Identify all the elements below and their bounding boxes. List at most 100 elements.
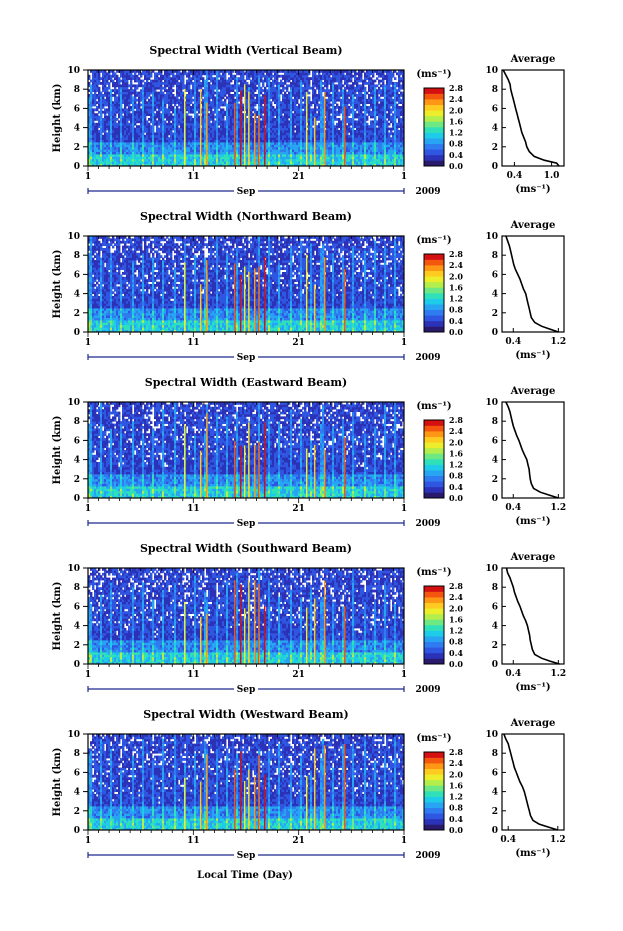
colorbar-swatch [424,791,444,797]
colorbar-swatch [424,757,444,764]
average-y-tick-label: 10 [485,564,498,574]
heatmap [88,402,404,498]
spike [200,89,202,166]
spike [248,422,250,498]
panel-title: Spectral Width (Eastward Beam) [145,376,347,389]
month-label: Sep [237,685,256,695]
y-axis-label: Height (km) [52,84,63,153]
spike [344,268,346,332]
colorbar-swatch [424,425,444,432]
average-y-tick-label: 2 [492,807,498,817]
y-tick-label: 4 [74,124,80,134]
average-y-tick-label: 6 [492,270,498,280]
colorbar-swatch [424,625,444,631]
colorbar-swatch [424,149,444,156]
colorbar-tick-label: 0.8 [449,803,463,813]
average-y-tick-label: 0 [492,162,498,172]
colorbar-swatch [424,276,444,283]
spike [314,748,316,830]
x-tick-label: 21 [292,338,305,348]
spike [244,84,246,166]
colorbar-swatch [424,597,444,604]
panel-1: Spectral Width (Northward Beam)0246810He… [52,210,566,363]
colorbar-swatch [424,293,444,299]
spike [206,754,208,830]
panel-title: Spectral Width (Vertical Beam) [149,44,342,57]
colorbar-tick-label: 0.8 [449,471,463,481]
average-x-label: (ms⁻¹) [515,516,550,527]
month-label-bg [234,517,258,529]
colorbar-swatch [424,436,444,443]
spike [344,437,346,498]
y-tick-label: 0 [74,660,80,670]
spike [324,91,326,166]
y-tick-label: 6 [74,104,80,114]
average-title: Average [510,54,556,65]
spike [200,616,202,664]
x-tick-label: 11 [187,504,200,514]
average-panel: Average 0 2 4 6 8 10 0.4 1.0 (ms⁻¹) [485,54,565,195]
colorbar-tick-label: 2.4 [449,426,463,436]
average-y-tick-label: 10 [485,66,498,76]
average-y-tick-label: 10 [485,398,498,408]
average-y-tick-label: 2 [492,475,498,485]
average-y-tick-label: 8 [492,583,498,593]
y-tick-label: 2 [74,641,80,651]
colorbar-tick-label: 0.4 [449,814,463,824]
spike [200,781,202,830]
colorbar-swatch [424,752,444,758]
colorbar-unit: (ms⁻¹) [416,69,451,80]
average-frame [501,401,565,499]
spike [244,608,246,664]
spike [254,113,256,166]
colorbar-tick-label: 2.8 [449,747,463,757]
colorbar-swatch [424,320,444,327]
spike [200,284,202,332]
x-tick-label: 1 [85,836,91,846]
average-y-tick-label: 0 [492,328,498,338]
year-label: 2009 [415,519,440,529]
y-tick-label: 2 [74,309,80,319]
colorbar-swatch [424,818,444,825]
spike [240,445,242,498]
average-x-label: (ms⁻¹) [515,682,550,693]
panel-title: Spectral Width (Northward Beam) [140,210,352,223]
spike [234,769,236,830]
average-y-tick-label: 6 [492,104,498,114]
colorbar-tick-label: 1.6 [449,780,463,790]
average-x-tick-label: 0.4 [505,337,521,347]
panel-4: Spectral Width (Westward Beam)0246810Hei… [52,708,566,861]
colorbar-swatch [424,785,444,792]
y-axis-label: Height (km) [52,748,63,817]
y-tick-label: 2 [74,143,80,153]
colorbar-swatch [424,475,444,482]
spike [344,744,346,830]
heatmap [88,568,404,664]
spike [248,271,250,332]
spike [234,263,236,332]
average-y-tick-label: 0 [492,494,498,504]
spike [234,441,236,498]
colorbar-swatch [424,608,444,615]
colorbar-tick-label: 1.2 [449,460,463,470]
colorbar-tick-label: 2.0 [449,105,463,115]
average-x-tick-label: 1.0 [544,171,560,181]
x-tick-label: 11 [187,172,200,182]
average-y-tick-label: 2 [492,309,498,319]
spike [344,106,346,166]
spike [184,88,186,166]
colorbar-swatch [424,763,444,770]
x-tick-label: 21 [292,836,305,846]
average-x-label: (ms⁻¹) [515,184,550,195]
spike [244,445,246,498]
spike [264,422,266,498]
average-frame [501,567,565,665]
colorbar-swatch [424,652,444,659]
average-y-tick-label: 8 [492,749,498,759]
x-tick-label: 11 [187,836,200,846]
colorbar-swatch [424,281,444,288]
colorbar-tick-label: 1.2 [449,294,463,304]
x-tick-label: 21 [292,172,305,182]
heatmap [88,236,404,332]
